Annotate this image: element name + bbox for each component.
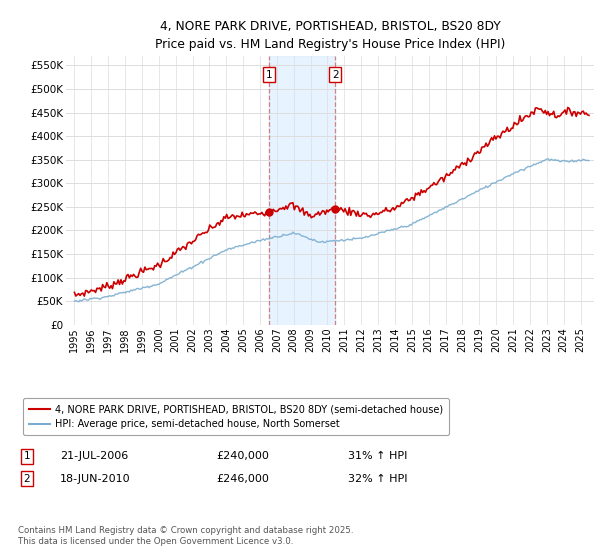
Text: 31% ↑ HPI: 31% ↑ HPI bbox=[348, 451, 407, 461]
Text: 2: 2 bbox=[23, 474, 31, 484]
Text: £240,000: £240,000 bbox=[216, 451, 269, 461]
Text: 32% ↑ HPI: 32% ↑ HPI bbox=[348, 474, 407, 484]
Legend: 4, NORE PARK DRIVE, PORTISHEAD, BRISTOL, BS20 8DY (semi-detached house), HPI: Av: 4, NORE PARK DRIVE, PORTISHEAD, BRISTOL,… bbox=[23, 398, 449, 435]
Text: 1: 1 bbox=[23, 451, 31, 461]
Text: 18-JUN-2010: 18-JUN-2010 bbox=[60, 474, 131, 484]
Text: 2: 2 bbox=[332, 70, 339, 80]
Bar bbox=[269, 56, 335, 325]
Title: 4, NORE PARK DRIVE, PORTISHEAD, BRISTOL, BS20 8DY
Price paid vs. HM Land Registr: 4, NORE PARK DRIVE, PORTISHEAD, BRISTOL,… bbox=[155, 20, 505, 50]
Text: 21-JUL-2006: 21-JUL-2006 bbox=[60, 451, 128, 461]
Text: Contains HM Land Registry data © Crown copyright and database right 2025.
This d: Contains HM Land Registry data © Crown c… bbox=[18, 526, 353, 546]
Text: £246,000: £246,000 bbox=[216, 474, 269, 484]
Text: 1: 1 bbox=[266, 70, 272, 80]
